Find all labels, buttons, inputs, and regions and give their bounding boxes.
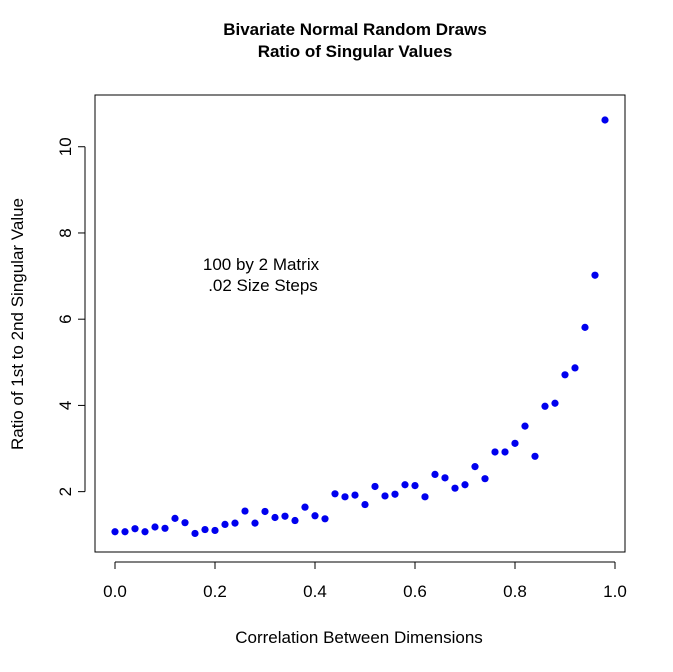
chart-subtitle: Ratio of Singular Values: [258, 42, 453, 61]
data-point: [341, 493, 349, 501]
y-axis-label: Ratio of 1st to 2nd Singular Value: [8, 198, 27, 450]
data-point: [441, 474, 449, 482]
data-point: [451, 484, 459, 492]
y-tick-label: 10: [56, 137, 75, 156]
chart-title: Bivariate Normal Random Draws: [223, 20, 487, 39]
data-point: [231, 519, 239, 527]
data-point: [601, 116, 609, 124]
y-tick-label: 2: [56, 487, 75, 496]
data-point: [111, 528, 119, 536]
data-point: [431, 470, 439, 478]
data-point: [471, 463, 479, 471]
data-point: [581, 323, 589, 331]
x-axis-label: Correlation Between Dimensions: [235, 628, 483, 647]
data-point: [311, 512, 319, 520]
data-point: [201, 525, 209, 534]
plot-frame: [94, 94, 626, 553]
data-point: [531, 452, 539, 460]
data-point: [351, 491, 359, 499]
x-tick-label: 0.2: [203, 582, 227, 601]
data-point: [251, 519, 259, 527]
data-point: [121, 528, 129, 536]
data-point: [391, 490, 399, 498]
data-point: [321, 515, 329, 523]
data-point: [361, 500, 369, 509]
data-point: [551, 399, 559, 407]
data-point: [461, 481, 469, 489]
data-point: [261, 507, 269, 516]
x-tick-label: 1.0: [603, 582, 627, 601]
data-point: [301, 503, 309, 511]
annotation-line-2: .02 Size Steps: [208, 276, 318, 295]
data-point: [421, 493, 429, 501]
x-tick-label: 0.8: [503, 582, 527, 601]
data-point: [521, 422, 529, 430]
data-point: [281, 512, 289, 520]
data-point: [491, 448, 499, 456]
data-point: [241, 507, 249, 515]
data-point: [131, 525, 139, 533]
data-point: [221, 520, 229, 529]
x-tick-label: 0.6: [403, 582, 427, 601]
data-points: [111, 116, 609, 538]
data-point: [211, 526, 219, 535]
x-tick-label: 0.4: [303, 582, 327, 601]
data-point: [141, 528, 149, 536]
data-point: [481, 475, 489, 483]
y-tick-label: 8: [56, 228, 75, 237]
data-point: [181, 519, 189, 527]
x-tick-label: 0.0: [103, 582, 127, 601]
data-point: [591, 271, 599, 279]
annotation-line-1: 100 by 2 Matrix: [203, 255, 320, 274]
y-tick-label: 6: [56, 314, 75, 323]
data-point: [541, 402, 549, 410]
data-point: [511, 439, 519, 447]
data-point: [331, 490, 339, 498]
data-point: [571, 364, 579, 372]
y-tick-label: 4: [56, 401, 75, 410]
data-point: [371, 482, 379, 491]
data-point: [191, 529, 199, 538]
data-point: [501, 448, 509, 456]
data-point: [381, 492, 389, 500]
data-point: [171, 514, 179, 522]
data-point: [161, 524, 169, 532]
data-point: [401, 481, 409, 489]
y-axis: 2 4 6 8 10: [56, 137, 86, 496]
data-point: [151, 523, 159, 531]
data-point: [411, 482, 419, 490]
data-point: [291, 516, 299, 525]
data-point: [271, 513, 279, 522]
x-axis: 0.0 0.2 0.4 0.6 0.8 1.0: [103, 561, 627, 601]
data-point: [561, 371, 569, 379]
